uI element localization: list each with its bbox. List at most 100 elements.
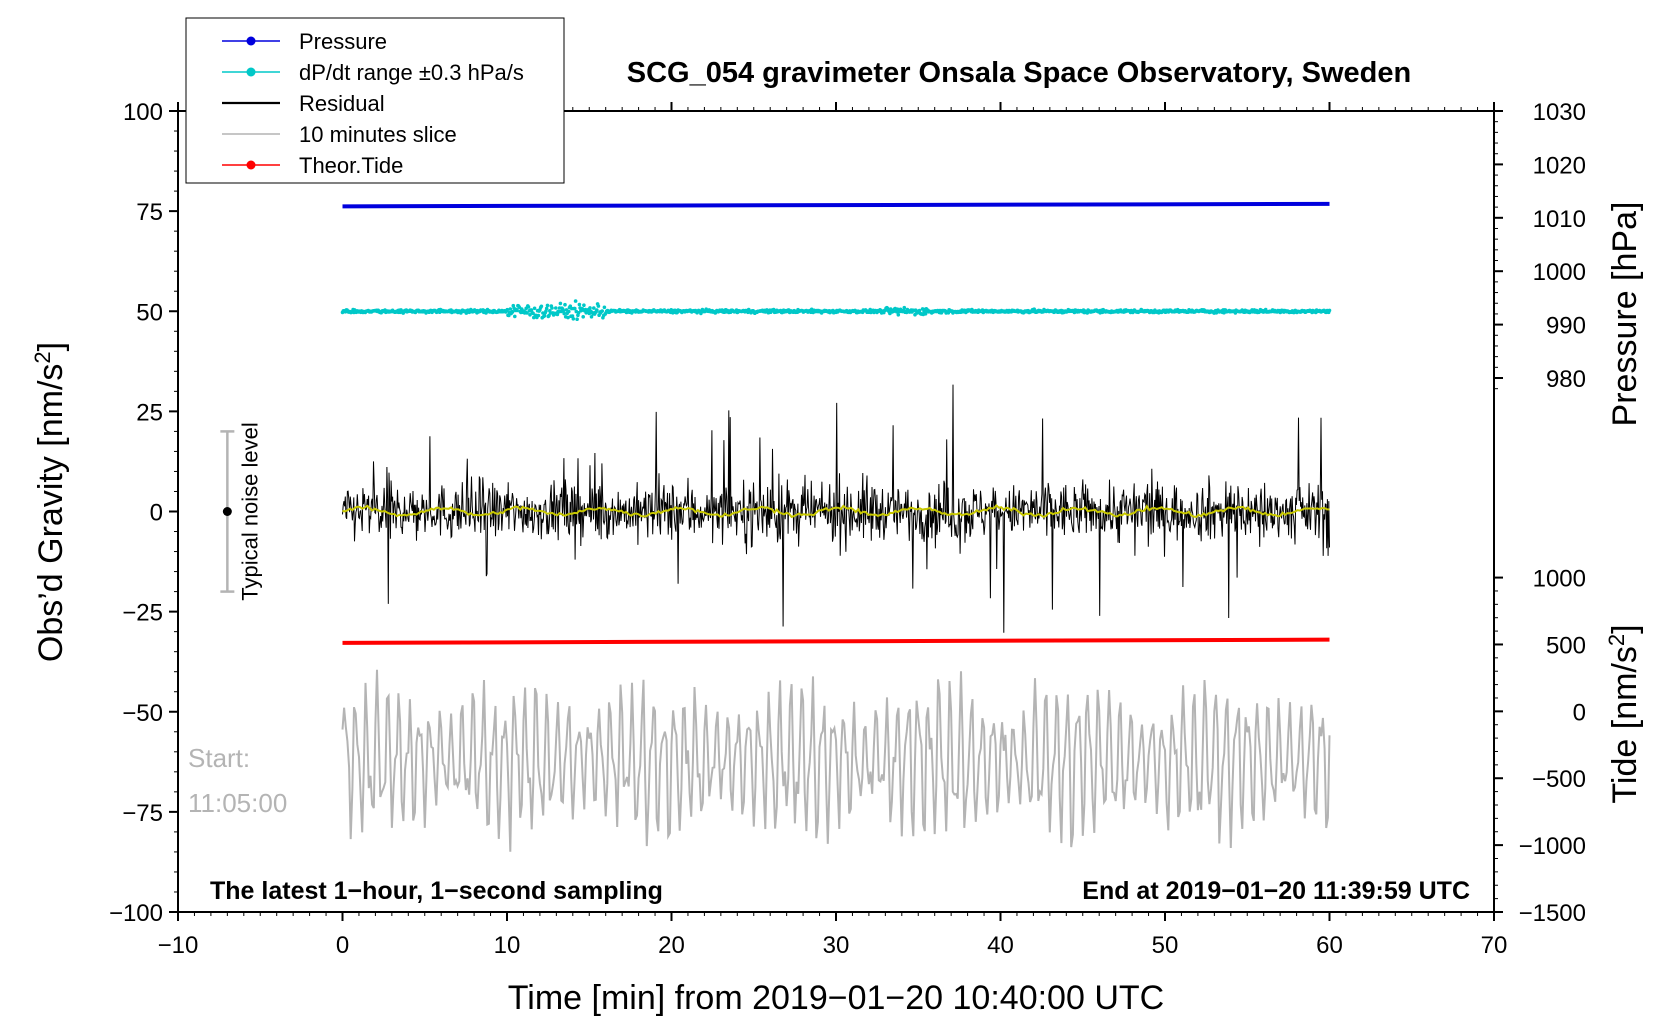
y-left-tick-label: −50	[122, 700, 163, 727]
dpdt-point	[600, 309, 604, 313]
dpdt-point	[566, 315, 570, 320]
x-tick-label: 40	[987, 932, 1014, 959]
dpdt-point	[542, 314, 547, 318]
tide-tick-label: −1000	[1519, 833, 1586, 860]
dpdt-point	[510, 309, 515, 314]
ten-minutes-slice-line	[341, 669, 1331, 852]
dpdt-point	[571, 317, 576, 321]
tide-tick-label: 500	[1546, 632, 1586, 659]
residual-smoothed-line	[342, 503, 1330, 519]
dpdt-point	[567, 309, 571, 314]
end-time-note: End at 2019−01−20 11:39:59 UTC	[1082, 877, 1470, 905]
x-tick-label: 10	[494, 932, 521, 959]
pressure-line	[342, 201, 1330, 209]
x-tick-label: −10	[158, 932, 199, 959]
y-left-tick-label: 75	[136, 199, 163, 226]
dpdt-point	[515, 308, 519, 313]
y-left-tick-label: 0	[150, 500, 163, 527]
dpdt-point	[550, 306, 554, 310]
dpdt-point	[558, 301, 563, 306]
dpdt-point	[544, 306, 549, 311]
dpdt-point	[532, 306, 537, 311]
x-tick-label: 20	[658, 932, 685, 959]
y-left-tick-label: −75	[122, 800, 163, 827]
y-left-tick-label: 100	[123, 99, 163, 126]
dpdt-point	[576, 311, 581, 315]
dpdt-point	[570, 314, 575, 318]
dpdt-point	[554, 306, 558, 310]
dpdt-point	[575, 317, 579, 322]
noise-level-indicator: Typical noise level	[220, 422, 262, 601]
dpdt-point	[513, 314, 517, 319]
legend-label: Theor.Tide	[299, 153, 403, 178]
dpdt-point	[595, 308, 599, 312]
y-left-tick-label: 25	[136, 399, 163, 426]
dpdt-point	[582, 303, 586, 308]
dpdt-point	[563, 302, 567, 307]
noise-level-label: Typical noise level	[237, 422, 262, 601]
dpdt-point	[592, 306, 596, 310]
dpdt-point	[596, 304, 601, 308]
dpdt-point	[561, 308, 566, 313]
dpdt-point	[555, 312, 560, 317]
y-left-axis: 100 75 50 25 0 −25 −50 −75 −100	[109, 99, 178, 927]
residual-line	[342, 384, 1330, 633]
dpdt-point	[1327, 308, 1332, 313]
tide-tick-label: −500	[1532, 766, 1586, 793]
pressure-tick-label: 990	[1546, 313, 1586, 340]
dpdt-point	[529, 308, 534, 312]
noise-level-dot	[222, 507, 232, 516]
tide-tick-label: 1000	[1533, 566, 1586, 593]
dpdt-point	[525, 311, 529, 315]
dpdt-point	[917, 308, 922, 313]
dpdt-point	[589, 315, 594, 319]
dpdt-point	[577, 302, 582, 307]
y-left-tick-label: 50	[136, 299, 163, 326]
x-axis: −10 0 10 20 30 40 50 60 70	[158, 102, 1508, 959]
x-tick-label: 60	[1316, 932, 1343, 959]
legend-label: Residual	[299, 91, 385, 116]
dpdt-point	[923, 312, 928, 316]
dpdt-point	[508, 307, 513, 311]
y-right-axes: 1030 1020 1010 1000 990 980 1000 500 0 −500 −1000 −…	[1493, 99, 1586, 927]
x-tick-label: 0	[336, 932, 349, 959]
legend-label: 10 minutes slice	[299, 122, 457, 147]
legend-label: dP/dt range ±0.3 hPa/s	[299, 60, 524, 85]
dpdt-point	[902, 305, 907, 310]
legend-marker	[246, 67, 256, 77]
dpdt-point	[581, 315, 585, 319]
dpdt-point	[562, 311, 566, 316]
dpdt-point	[573, 299, 578, 303]
y-left-tick-label: −100	[109, 900, 163, 927]
legend-box	[185, 17, 565, 184]
tide-tick-label: 0	[1573, 699, 1586, 726]
tide-axis-title: Tide [nm/s2]	[1604, 624, 1644, 803]
tide-tick-label: −1500	[1519, 900, 1586, 927]
x-tick-label: 30	[823, 932, 850, 959]
chart-title: SCG_054 gravimeter Onsala Space Observat…	[627, 57, 1411, 89]
pressure-tick-label: 1010	[1533, 206, 1586, 233]
pressure-tick-label: 1000	[1533, 259, 1586, 286]
legend-marker	[246, 36, 256, 46]
pressure-tick-label: 980	[1546, 366, 1586, 393]
legend-marker	[246, 160, 256, 170]
x-tick-label: 70	[1481, 932, 1508, 959]
series-layer	[340, 201, 1332, 852]
pressure-tick-label: 1030	[1533, 99, 1586, 126]
start-label: Start:	[188, 743, 250, 773]
x-axis-title: Time [min] from 2019−01−20 10:40:00 UTC	[508, 979, 1164, 1017]
dpdt-point	[573, 306, 577, 311]
sampling-note: The latest 1−hour, 1−second sampling	[210, 877, 663, 905]
dpdt-point	[505, 307, 510, 312]
y-left-tick-label: −25	[122, 600, 163, 627]
dpdt-point	[545, 303, 550, 308]
pressure-axis-title: Pressure [hPa]	[1606, 202, 1644, 427]
x-tick-label: 50	[1152, 932, 1179, 959]
dpdt-point	[896, 313, 901, 317]
legend-label: Pressure	[299, 29, 387, 54]
dpdt-point	[602, 305, 607, 310]
theor-tide-line	[342, 637, 1330, 645]
pressure-tick-label: 1020	[1533, 152, 1586, 179]
dpdt-point	[588, 306, 592, 310]
